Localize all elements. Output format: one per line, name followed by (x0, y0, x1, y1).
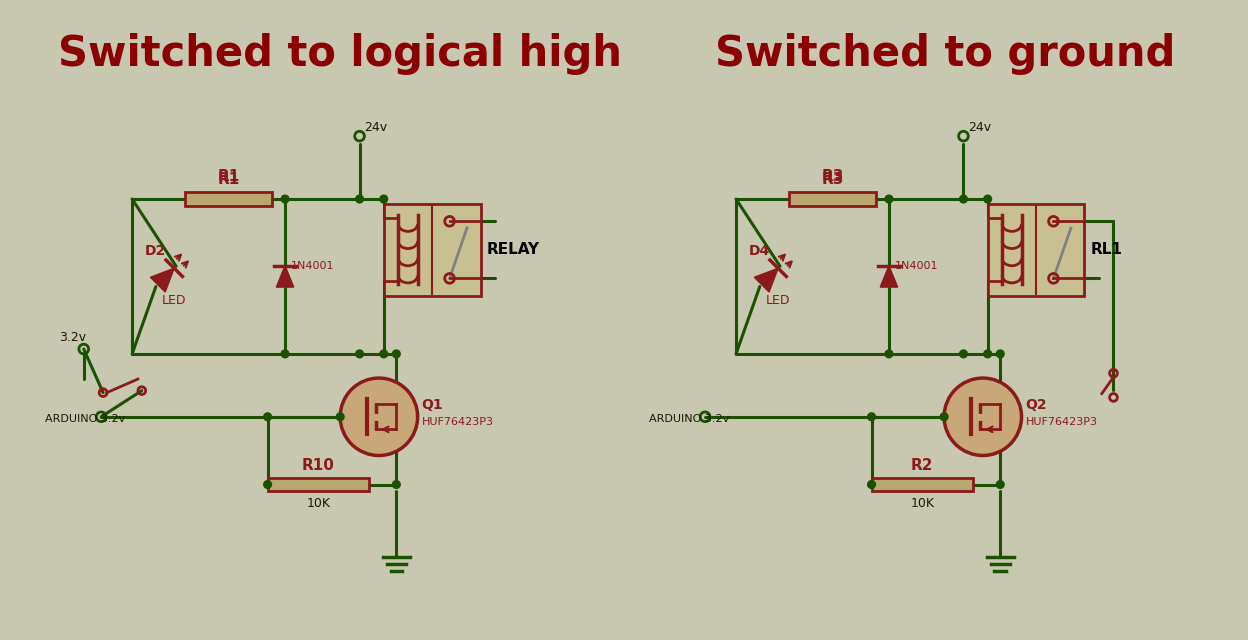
Circle shape (341, 378, 418, 456)
Bar (987, 204, 1085, 296)
Text: Q2: Q2 (1026, 398, 1047, 412)
Circle shape (392, 481, 401, 488)
Circle shape (960, 195, 967, 203)
Circle shape (281, 350, 288, 358)
Text: Q1: Q1 (422, 398, 443, 412)
Bar (186, 192, 272, 206)
Circle shape (885, 350, 892, 358)
Text: R1: R1 (218, 172, 240, 188)
Polygon shape (151, 268, 175, 292)
Text: R2: R2 (911, 458, 934, 473)
Text: R3: R3 (821, 168, 844, 184)
Polygon shape (276, 266, 293, 287)
Text: 1N4001: 1N4001 (895, 260, 938, 271)
Text: R1: R1 (218, 168, 240, 184)
Circle shape (940, 413, 948, 420)
Text: ARDUINO 3.2v: ARDUINO 3.2v (649, 413, 729, 424)
Text: ARDUINO 3.2v: ARDUINO 3.2v (45, 413, 125, 424)
Circle shape (983, 195, 991, 203)
Circle shape (379, 350, 388, 358)
Circle shape (960, 350, 967, 358)
Text: 24v: 24v (968, 121, 991, 134)
Circle shape (885, 195, 892, 203)
Circle shape (996, 350, 1005, 358)
Circle shape (336, 413, 344, 420)
Circle shape (392, 350, 401, 358)
Circle shape (996, 481, 1005, 488)
Circle shape (379, 195, 388, 203)
Circle shape (867, 481, 875, 488)
Text: 1N4001: 1N4001 (291, 260, 334, 271)
Text: RELAY: RELAY (487, 243, 539, 257)
Text: R10: R10 (302, 458, 334, 473)
Text: Switched to ground: Switched to ground (715, 33, 1176, 75)
Text: D4: D4 (749, 244, 770, 258)
Text: 10K: 10K (910, 497, 935, 510)
Circle shape (356, 350, 363, 358)
Circle shape (263, 481, 272, 488)
Circle shape (943, 378, 1022, 456)
Circle shape (356, 195, 363, 203)
Bar (871, 477, 973, 492)
Text: 10K: 10K (307, 497, 331, 510)
Text: LED: LED (161, 294, 186, 307)
Circle shape (983, 350, 991, 358)
Text: 24v: 24v (364, 121, 388, 134)
Bar (267, 477, 369, 492)
Circle shape (263, 413, 272, 420)
Text: HUF76423P3: HUF76423P3 (1026, 417, 1097, 426)
Text: RL1: RL1 (1091, 243, 1122, 257)
Text: D2: D2 (145, 244, 166, 258)
Text: 3.2v: 3.2v (60, 331, 86, 344)
Bar (383, 204, 480, 296)
Circle shape (281, 195, 288, 203)
Text: R3: R3 (821, 172, 844, 188)
Text: Switched to logical high: Switched to logical high (59, 33, 623, 75)
Text: HUF76423P3: HUF76423P3 (422, 417, 493, 426)
Polygon shape (880, 266, 897, 287)
Text: LED: LED (765, 294, 790, 307)
Polygon shape (754, 268, 778, 292)
Bar (789, 192, 876, 206)
Circle shape (867, 413, 875, 420)
